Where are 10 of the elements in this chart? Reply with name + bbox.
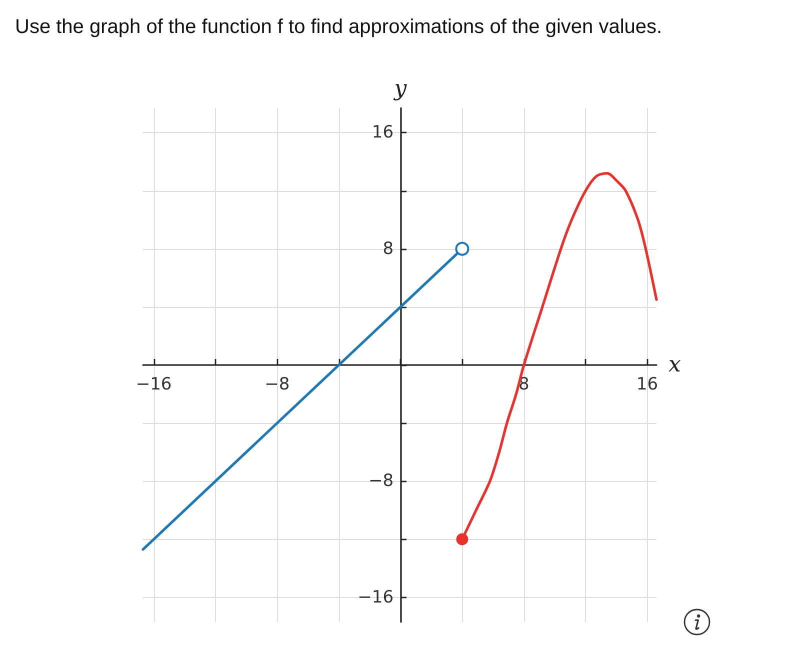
x-tick-label: −16	[136, 374, 172, 394]
y-tick-label: 8	[382, 238, 394, 259]
y-tick-label: −16	[358, 587, 394, 608]
chart-title: Use the graph of the function f to find approximations of the given values.	[15, 16, 662, 38]
y-tick-label: −8	[368, 471, 394, 492]
y-axis-title: y	[393, 76, 408, 102]
x-axis-title: x	[668, 352, 682, 378]
x-tick-label: 16	[636, 374, 658, 394]
y-tick-label: 16	[372, 122, 394, 143]
x-tick-label: −8	[264, 374, 290, 394]
